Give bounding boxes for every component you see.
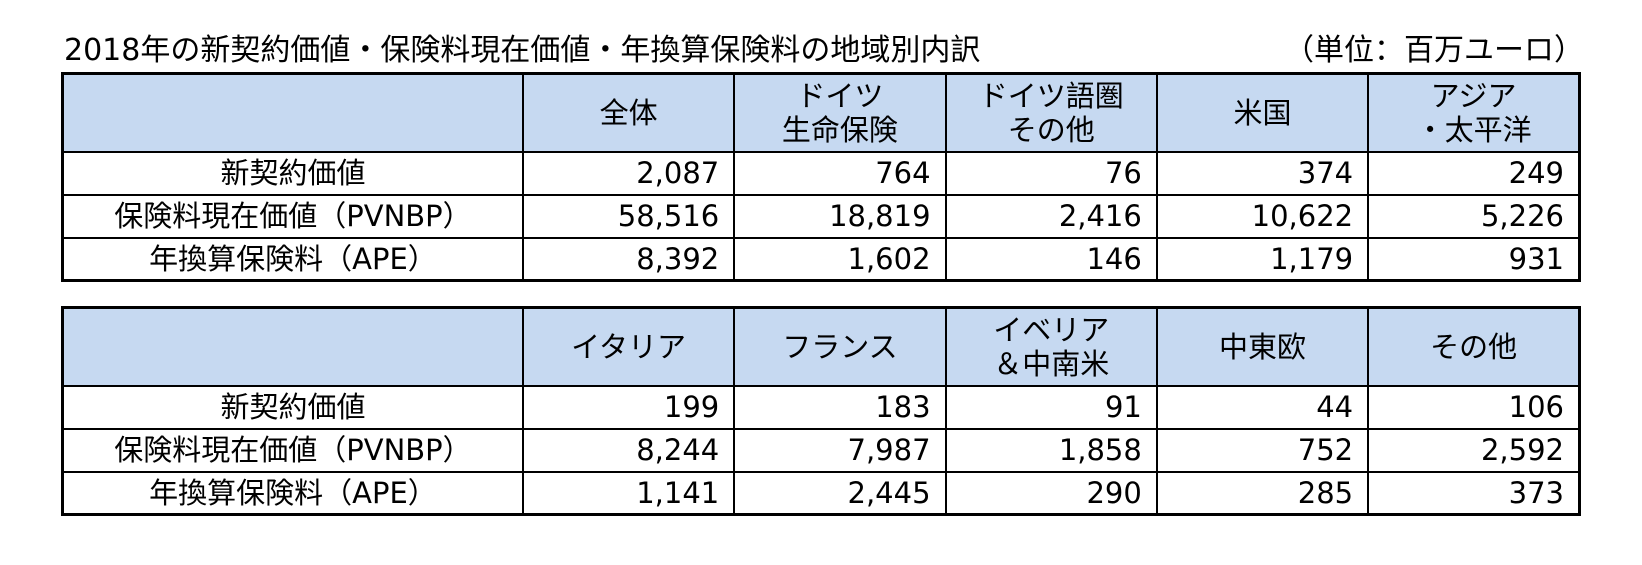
table-row: 保険料現在価値（PVNBP） 8,244 7,987 1,858 752 2,5… <box>61 427 1581 473</box>
header-text: 全体 <box>599 95 658 130</box>
table-cell: 1,141 <box>521 470 736 516</box>
header-text: 中東欧 <box>1218 329 1306 364</box>
column-header-france: フランス <box>733 306 947 387</box>
table-cell: 7,987 <box>733 427 947 473</box>
header-text: アジア ・太平洋 <box>1415 78 1532 147</box>
table-cell: 5,226 <box>1367 193 1581 239</box>
region-table-1: 全体 ドイツ 生命保険 ドイツ語圏 その他 米国 アジア ・太平洋 新契約価値 … <box>61 72 1581 282</box>
table-cell: 752 <box>1155 427 1370 473</box>
table-row: 新契約価値 199 183 91 44 106 <box>61 384 1581 430</box>
corner-cell <box>61 306 524 387</box>
header-text: ドイツ語圏 その他 <box>978 78 1124 147</box>
row-label: 年換算保険料（APE） <box>61 470 524 516</box>
table-cell: 1,179 <box>1155 236 1370 282</box>
header-row: 全体 ドイツ 生命保険 ドイツ語圏 その他 米国 アジア ・太平洋 <box>61 72 1581 153</box>
column-header-all: 全体 <box>521 72 736 153</box>
table-cell: 374 <box>1155 150 1370 196</box>
table-cell: 285 <box>1155 470 1370 516</box>
column-header-german-speaking-other: ドイツ語圏 その他 <box>944 72 1158 153</box>
header-text: その他 <box>1430 329 1518 364</box>
table-cell: 18,819 <box>733 193 947 239</box>
header-text: イベリア ＆中南米 <box>993 312 1110 381</box>
column-header-usa: 米国 <box>1155 72 1370 153</box>
row-label: 新契約価値 <box>61 150 524 196</box>
table-cell: 44 <box>1155 384 1370 430</box>
table-cell: 931 <box>1367 236 1581 282</box>
table-cell: 91 <box>944 384 1158 430</box>
table-cell: 8,244 <box>521 427 736 473</box>
table-cell: 106 <box>1367 384 1581 430</box>
row-label: 年換算保険料（APE） <box>61 236 524 282</box>
table-cell: 199 <box>521 384 736 430</box>
row-label: 保険料現在価値（PVNBP） <box>61 193 524 239</box>
column-header-iberia-latam: イベリア ＆中南米 <box>944 306 1158 387</box>
header-text: フランス <box>782 329 898 364</box>
table-row: 年換算保険料（APE） 1,141 2,445 290 285 373 <box>61 470 1581 516</box>
table-cell: 373 <box>1367 470 1581 516</box>
table-cell: 1,602 <box>733 236 947 282</box>
header-row: イタリア フランス イベリア ＆中南米 中東欧 その他 <box>61 306 1581 387</box>
header-text: イタリア <box>571 329 687 364</box>
table-cell: 8,392 <box>521 236 736 282</box>
table-cell: 146 <box>944 236 1158 282</box>
column-header-cee: 中東欧 <box>1155 306 1370 387</box>
column-header-other: その他 <box>1367 306 1581 387</box>
column-header-germany-life: ドイツ 生命保険 <box>733 72 947 153</box>
corner-cell <box>61 72 524 153</box>
table-cell: 10,622 <box>1155 193 1370 239</box>
column-header-asia-pacific: アジア ・太平洋 <box>1367 72 1581 153</box>
column-header-italy: イタリア <box>521 306 736 387</box>
table-cell: 2,416 <box>944 193 1158 239</box>
table-row: 年換算保険料（APE） 8,392 1,602 146 1,179 931 <box>61 236 1581 282</box>
table-row: 保険料現在価値（PVNBP） 58,516 18,819 2,416 10,62… <box>61 193 1581 239</box>
page-title: 2018年の新契約価値・保険料現在価値・年換算保険料の地域別内訳 <box>64 33 981 68</box>
header-text: 米国 <box>1233 95 1292 130</box>
table-cell: 183 <box>733 384 947 430</box>
table-cell: 764 <box>733 150 947 196</box>
table-cell: 1,858 <box>944 427 1158 473</box>
table-cell: 2,087 <box>521 150 736 196</box>
table-cell: 76 <box>944 150 1158 196</box>
table-row: 新契約価値 2,087 764 76 374 249 <box>61 150 1581 196</box>
unit-label: （単位：百万ユーロ） <box>1284 33 1584 68</box>
region-table-2: イタリア フランス イベリア ＆中南米 中東欧 その他 新契約価値 199 18… <box>61 306 1581 516</box>
table-cell: 2,445 <box>733 470 947 516</box>
table-cell: 58,516 <box>521 193 736 239</box>
table-cell: 290 <box>944 470 1158 516</box>
table-cell: 2,592 <box>1367 427 1581 473</box>
row-label: 新契約価値 <box>61 384 524 430</box>
table-cell: 249 <box>1367 150 1581 196</box>
row-label: 保険料現在価値（PVNBP） <box>61 427 524 473</box>
title-row: 2018年の新契約価値・保険料現在価値・年換算保険料の地域別内訳 （単位：百万ユ… <box>64 32 1584 70</box>
header-text: ドイツ 生命保険 <box>781 78 898 147</box>
